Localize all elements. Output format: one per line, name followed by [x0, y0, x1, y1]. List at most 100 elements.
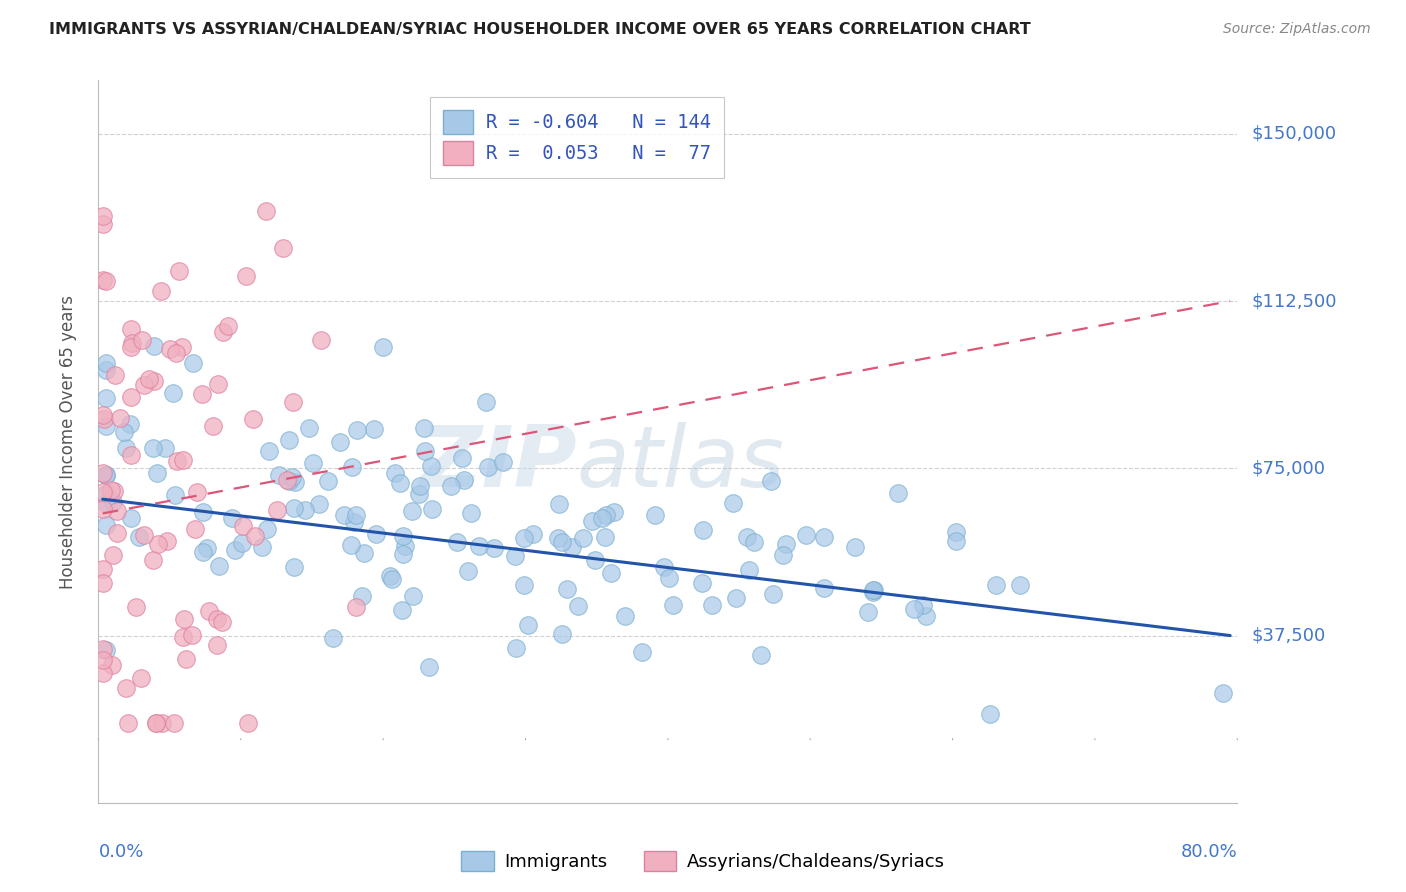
Point	[283, 560, 305, 574]
Point	[603, 505, 626, 519]
Point	[794, 528, 817, 542]
Point	[363, 422, 385, 436]
Point	[762, 587, 785, 601]
Point	[117, 715, 139, 730]
Point	[276, 473, 298, 487]
Point	[475, 394, 498, 409]
Point	[221, 511, 243, 525]
Point	[91, 466, 114, 480]
Point	[165, 345, 187, 359]
Point	[172, 631, 194, 645]
Point	[418, 660, 440, 674]
Point	[503, 549, 526, 564]
Point	[181, 356, 204, 370]
Point	[280, 470, 302, 484]
Point	[91, 653, 114, 667]
Point	[394, 539, 416, 553]
Point	[142, 553, 165, 567]
Point	[402, 589, 425, 603]
Point	[614, 609, 637, 624]
Point	[548, 497, 571, 511]
Point	[700, 598, 723, 612]
Point	[401, 504, 423, 518]
Point	[887, 486, 910, 500]
Point	[236, 715, 259, 730]
Point	[652, 560, 675, 574]
Point	[343, 515, 366, 529]
Point	[440, 478, 463, 492]
Point	[413, 421, 436, 435]
Point	[945, 534, 967, 549]
Point	[256, 522, 278, 536]
Point	[420, 459, 443, 474]
Point	[138, 371, 160, 385]
Point	[551, 534, 574, 549]
Point	[163, 715, 186, 730]
Point	[1212, 686, 1234, 700]
Point	[114, 441, 136, 455]
Point	[378, 569, 401, 583]
Point	[721, 496, 744, 510]
Point	[242, 412, 264, 426]
Point	[467, 539, 489, 553]
Point	[125, 600, 148, 615]
Point	[555, 582, 578, 596]
Point	[862, 582, 884, 597]
Point	[571, 532, 593, 546]
Point	[143, 339, 166, 353]
Point	[146, 467, 169, 481]
Point	[132, 528, 155, 542]
Point	[912, 598, 935, 612]
Point	[813, 530, 835, 544]
Point	[94, 642, 117, 657]
Point	[945, 525, 967, 540]
Point	[105, 525, 128, 540]
Point	[212, 325, 235, 339]
Point	[979, 706, 1001, 721]
Point	[340, 537, 363, 551]
Point	[413, 444, 436, 458]
Point	[207, 377, 229, 392]
Point	[775, 537, 797, 551]
Point	[94, 496, 117, 510]
Point	[631, 645, 654, 659]
Point	[91, 502, 114, 516]
Point	[735, 530, 758, 544]
Point	[599, 566, 621, 580]
Point	[108, 411, 131, 425]
Point	[316, 474, 339, 488]
Point	[583, 553, 606, 567]
Point	[492, 455, 515, 469]
Text: atlas: atlas	[576, 422, 785, 505]
Point	[94, 419, 117, 434]
Point	[364, 527, 387, 541]
Point	[94, 467, 117, 482]
Point	[120, 390, 142, 404]
Point	[101, 548, 124, 562]
Point	[186, 485, 208, 500]
Legend: Immigrants, Assyrians/Chaldeans/Syriacs: Immigrants, Assyrians/Chaldeans/Syriacs	[454, 844, 952, 879]
Point	[115, 681, 138, 695]
Point	[371, 340, 394, 354]
Point	[984, 578, 1007, 592]
Point	[322, 632, 344, 646]
Point	[235, 268, 257, 283]
Point	[453, 473, 475, 487]
Point	[94, 468, 117, 483]
Point	[724, 591, 747, 606]
Point	[128, 530, 150, 544]
Point	[844, 540, 866, 554]
Point	[167, 264, 190, 278]
Point	[384, 466, 406, 480]
Point	[91, 642, 114, 657]
Point	[143, 374, 166, 388]
Point	[392, 547, 415, 561]
Point	[205, 611, 228, 625]
Point	[120, 340, 142, 354]
Point	[595, 530, 617, 544]
Point	[100, 483, 122, 497]
Point	[457, 564, 479, 578]
Point	[120, 510, 142, 524]
Point	[191, 386, 214, 401]
Point	[422, 502, 444, 516]
